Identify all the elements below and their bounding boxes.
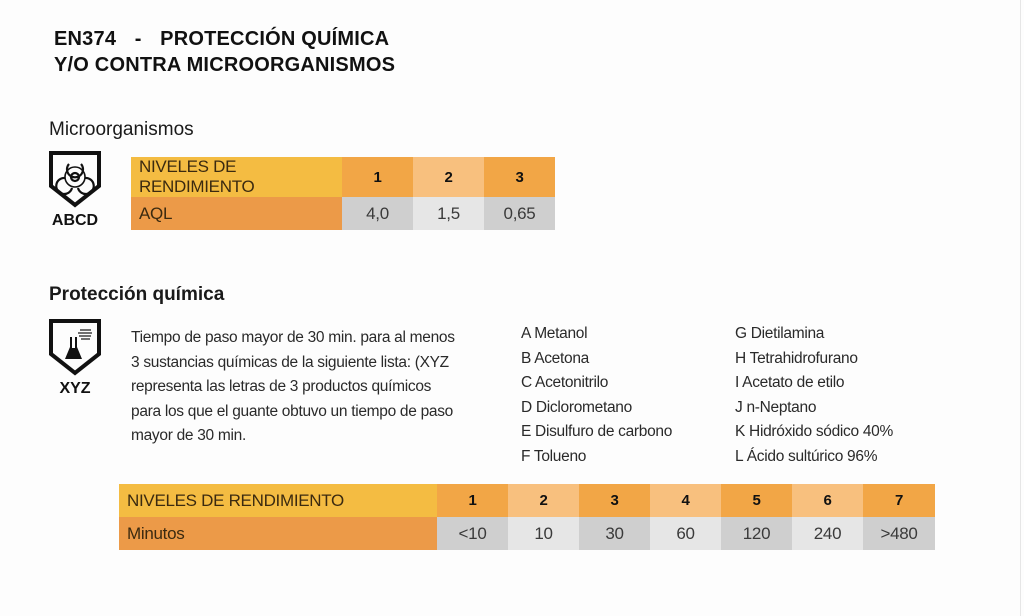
microorganisms-icon-code: ABCD xyxy=(51,212,99,229)
chemical-list-item: E Disulfuro de carbono xyxy=(521,423,673,440)
level-cell: 1 xyxy=(437,484,508,517)
description-line: 3 sustancias químicas de la siguiente li… xyxy=(131,353,449,371)
level-cell: 2 xyxy=(413,157,484,197)
chemical-list-item: H Tetrahidrofurano xyxy=(735,349,858,367)
chemical-list-item: J n-Neptano xyxy=(735,398,817,416)
table-row: AQL 4,0 1,5 0,65 xyxy=(131,197,555,230)
value-cell: 0,65 xyxy=(484,197,555,230)
level-cell: 3 xyxy=(579,484,650,517)
aql-label: AQL xyxy=(131,197,342,230)
description-line: Tiempo de paso mayor de 30 min. para al … xyxy=(131,329,455,346)
chemical-description: Tiempo de paso mayor de 30 min. para al … xyxy=(131,326,461,449)
title-text: PROTECCIÓN QUÍMICA xyxy=(160,28,390,50)
microorganisms-pictogram: ABCD xyxy=(45,150,105,230)
page-edge-line xyxy=(1020,0,1021,616)
value-cell: >480 xyxy=(863,517,935,550)
title-line-1: EN374- PROTECCIÓN QUÍMICA xyxy=(54,26,395,52)
chemical-protection-heading: Protección química xyxy=(49,284,225,305)
microorganisms-performance-table: NIVELES DE RENDIMIENTO 1 2 3 AQL 4,0 1,5… xyxy=(131,157,555,230)
value-cell: 4,0 xyxy=(342,197,413,230)
description-line: para los que el guante obtuvo un tiempo … xyxy=(131,402,453,420)
chemical-list-item: A Metanol xyxy=(521,325,588,342)
chemical-list-item: G Dietilamina xyxy=(735,325,825,342)
chemical-list-column-1: A Metanol B Acetona C Acetonitrilo D Dic… xyxy=(521,322,672,469)
value-cell: 120 xyxy=(721,517,792,550)
description-line: mayor de 30 min. xyxy=(131,427,246,444)
level-cell: 2 xyxy=(508,484,579,517)
title-line-2: Y/O CONTRA MICROORGANISMOS xyxy=(54,54,396,76)
microorganisms-heading: Microorganismos xyxy=(49,119,194,140)
chemical-list-item: L Ácido sultúrico 96% xyxy=(735,447,878,465)
chemical-list-item: K Hidróxido sódico 40% xyxy=(735,423,893,440)
chemical-pictogram: XYZ xyxy=(45,318,105,398)
level-cell: 3 xyxy=(484,157,555,197)
minutes-label: Minutos xyxy=(119,517,437,550)
table-header-row: NIVELES DE RENDIMIENTO 1 2 3 4 5 6 7 xyxy=(119,484,935,517)
level-cell: 6 xyxy=(792,484,863,517)
chemical-icon-code: XYZ xyxy=(59,380,91,397)
chemical-flask-shield-icon xyxy=(49,319,101,376)
chemical-list-item: B Acetona xyxy=(521,349,589,367)
chemical-performance-table: NIVELES DE RENDIMIENTO 1 2 3 4 5 6 7 Min… xyxy=(119,484,935,550)
value-cell: 1,5 xyxy=(413,197,484,230)
value-cell: <10 xyxy=(437,517,508,550)
biohazard-shield-icon xyxy=(49,151,101,208)
level-cell: 4 xyxy=(650,484,721,517)
chemical-list-column-2: G Dietilamina H Tetrahidrofurano I Aceta… xyxy=(735,322,893,469)
description-line: representa las letras de 3 productos quí… xyxy=(131,378,432,395)
page-title: EN374- PROTECCIÓN QUÍMICA Y/O CONTRA MICR… xyxy=(54,26,395,78)
level-cell: 1 xyxy=(342,157,413,197)
level-cell: 5 xyxy=(721,484,792,517)
chemical-list-item: D Diclorometano xyxy=(521,398,632,416)
table-header-row: NIVELES DE RENDIMIENTO 1 2 3 xyxy=(131,157,555,197)
chemical-list-item: F Tolueno xyxy=(521,447,587,465)
chemical-list-item: I Acetato de etilo xyxy=(735,374,845,391)
value-cell: 60 xyxy=(650,517,721,550)
standard-code: EN374 xyxy=(54,28,117,50)
chemical-list-item: C Acetonitrilo xyxy=(521,374,609,391)
value-cell: 240 xyxy=(792,517,863,550)
value-cell: 30 xyxy=(579,517,650,550)
value-cell: 10 xyxy=(508,517,579,550)
performance-levels-label: NIVELES DE RENDIMIENTO xyxy=(119,484,437,517)
performance-levels-label: NIVELES DE RENDIMIENTO xyxy=(131,157,342,197)
table-row: Minutos <10 10 30 60 120 240 >480 xyxy=(119,517,935,550)
level-cell: 7 xyxy=(863,484,935,517)
title-separator: - xyxy=(134,28,142,50)
